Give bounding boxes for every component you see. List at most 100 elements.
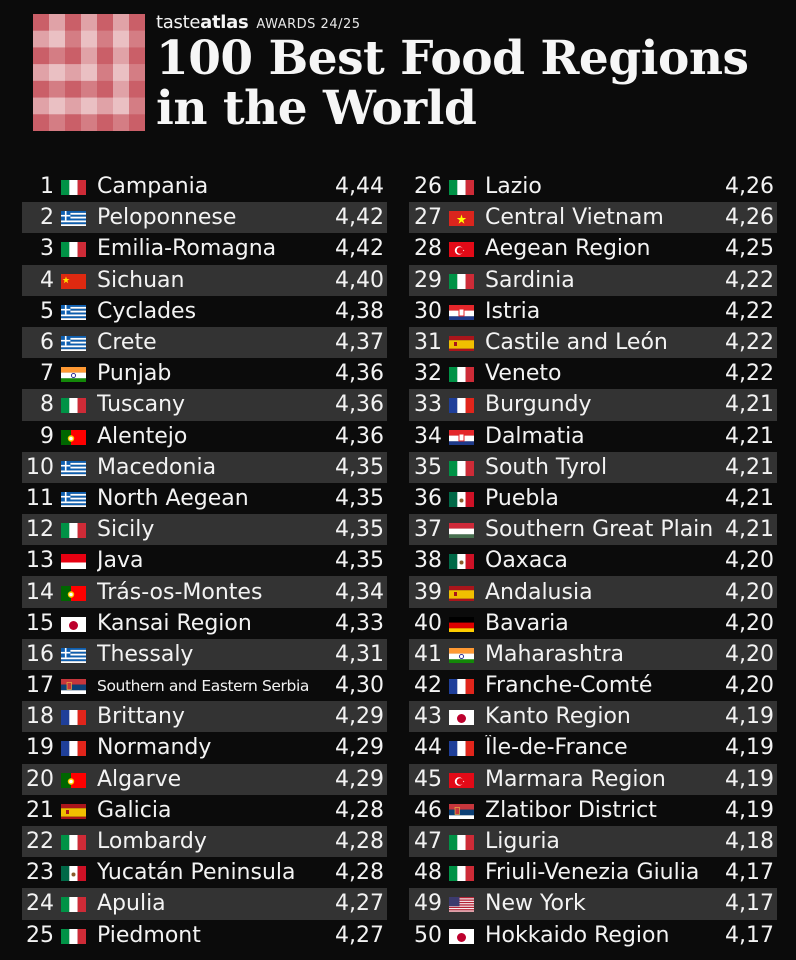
- ranking-row: 44 Île-de-France 4,19: [409, 732, 777, 763]
- italy-flag-icon: [61, 833, 86, 851]
- rating-score: 4,17: [725, 891, 774, 917]
- ranking-row: 21 Galicia 4,28: [22, 795, 387, 826]
- checkered-tablecloth-logo: [33, 14, 145, 131]
- rank-number: 48: [414, 860, 442, 886]
- rating-score: 4,36: [335, 361, 384, 387]
- portugal-flag-icon: [61, 428, 86, 445]
- ranking-row: 22 Lombardy 4,28: [22, 825, 387, 858]
- region-name: Maharashtra: [485, 641, 624, 667]
- rating-score: 4,29: [335, 766, 384, 792]
- region-name: Brittany: [97, 704, 185, 730]
- japan-flag-icon: [449, 927, 474, 944]
- rating-score: 4,25: [725, 236, 774, 262]
- page-title: 100 Best Food Regions in the World: [156, 34, 776, 134]
- greece-flag-icon: [61, 490, 86, 507]
- rating-score: 4,19: [725, 704, 774, 730]
- rank-number: 11: [26, 485, 54, 511]
- italy-flag-icon: [449, 272, 474, 289]
- rating-score: 4,42: [335, 205, 384, 231]
- china-flag-icon: [61, 272, 86, 289]
- region-name: Lazio: [485, 174, 542, 200]
- rating-score: 4,29: [335, 735, 384, 761]
- rating-score: 4,42: [335, 236, 384, 262]
- region-name: North Aegean: [97, 485, 249, 511]
- italy-flag-icon: [449, 459, 474, 476]
- ranking-row: 35 South Tyrol 4,21: [409, 451, 777, 483]
- region-name: Liguria: [485, 829, 560, 855]
- ranking-row: 34 Dalmatia 4,21: [409, 421, 777, 452]
- rank-number: 35: [414, 454, 442, 480]
- rank-number: 45: [414, 766, 442, 792]
- rating-score: 4,20: [725, 673, 774, 699]
- spain-flag-icon: [449, 334, 474, 352]
- rating-score: 4,21: [725, 517, 774, 543]
- ranking-row: 31 Castile and León 4,22: [409, 326, 777, 359]
- rank-number: 33: [414, 392, 442, 418]
- region-name: Macedonia: [97, 454, 217, 480]
- region-name: Burgundy: [485, 392, 592, 418]
- ranking-row: 33 Burgundy 4,21: [409, 389, 777, 421]
- rank-number: 41: [414, 641, 442, 667]
- rank-number: 38: [414, 548, 442, 574]
- ranking-row: 8 Tuscany 4,36: [22, 389, 387, 421]
- ranking-row: 46 Zlatibor District 4,19: [409, 795, 777, 826]
- region-name: Kansai Region: [97, 610, 252, 636]
- rank-number: 43: [414, 704, 442, 730]
- rank-number: 10: [26, 454, 54, 480]
- rank-number: 9: [40, 423, 54, 449]
- ranking-row: 14 Trás-os-Montes 4,34: [22, 576, 387, 608]
- mexico-flag-icon: [449, 490, 474, 507]
- greece-flag-icon: [61, 209, 86, 227]
- rank-number: 5: [40, 298, 54, 324]
- rank-number: 30: [414, 298, 442, 324]
- rank-number: 17: [26, 673, 54, 699]
- rank-number: 29: [414, 267, 442, 293]
- italy-flag-icon: [449, 365, 474, 383]
- region-name: Southern and Eastern Serbia: [97, 676, 309, 695]
- croatia-flag-icon: [449, 428, 474, 445]
- greece-flag-icon: [61, 334, 86, 352]
- region-name: Castile and León: [485, 330, 668, 356]
- india-flag-icon: [61, 365, 86, 383]
- rank-number: 36: [414, 485, 442, 511]
- region-name: Sichuan: [97, 267, 185, 293]
- italy-flag-icon: [61, 927, 86, 944]
- title-line-2: in the World: [156, 81, 477, 136]
- ranking-row: 1 Campania 4,44: [22, 171, 387, 202]
- portugal-flag-icon: [61, 584, 86, 601]
- rank-number: 4: [40, 267, 54, 293]
- region-name: Andalusia: [485, 579, 593, 605]
- region-name: Île-de-France: [485, 735, 628, 761]
- rating-score: 4,18: [725, 829, 774, 855]
- region-name: Hokkaido Region: [485, 922, 670, 948]
- greece-flag-icon: [61, 459, 86, 476]
- greece-flag-icon: [61, 646, 86, 663]
- serbia-flag-icon: [449, 802, 474, 819]
- region-name: Puebla: [485, 485, 559, 511]
- ranking-row: 28 Aegean Region 4,25: [409, 233, 777, 264]
- ranking-row: 42 Franche-Comté 4,20: [409, 670, 777, 701]
- ranking-row: 17 Southern and Eastern Serbia 4,30: [22, 670, 387, 701]
- region-name: Crete: [97, 330, 157, 356]
- vietnam-flag-icon: [449, 209, 474, 227]
- rating-score: 4,22: [725, 361, 774, 387]
- japan-flag-icon: [61, 615, 86, 632]
- rating-score: 4,34: [335, 579, 384, 605]
- rating-score: 4,17: [725, 860, 774, 886]
- title-line-1: 100 Best Food Regions: [156, 31, 749, 86]
- ranking-row: 19 Normandy 4,29: [22, 732, 387, 763]
- region-name: Apulia: [97, 891, 166, 917]
- ranking-row: 38 Oaxaca 4,20: [409, 545, 777, 576]
- region-name: Lombardy: [97, 829, 207, 855]
- region-name: Southern Great Plain: [485, 517, 714, 543]
- rank-number: 49: [414, 891, 442, 917]
- region-name: Zlatibor District: [485, 797, 657, 823]
- rank-number: 32: [414, 361, 442, 387]
- region-name: Emilia-Romagna: [97, 236, 277, 262]
- rating-score: 4,26: [725, 205, 774, 231]
- france-flag-icon: [449, 739, 474, 757]
- germany-flag-icon: [449, 615, 474, 632]
- region-name: Dalmatia: [485, 423, 585, 449]
- ranking-row: 36 Puebla 4,21: [409, 483, 777, 514]
- region-name: Marmara Region: [485, 766, 666, 792]
